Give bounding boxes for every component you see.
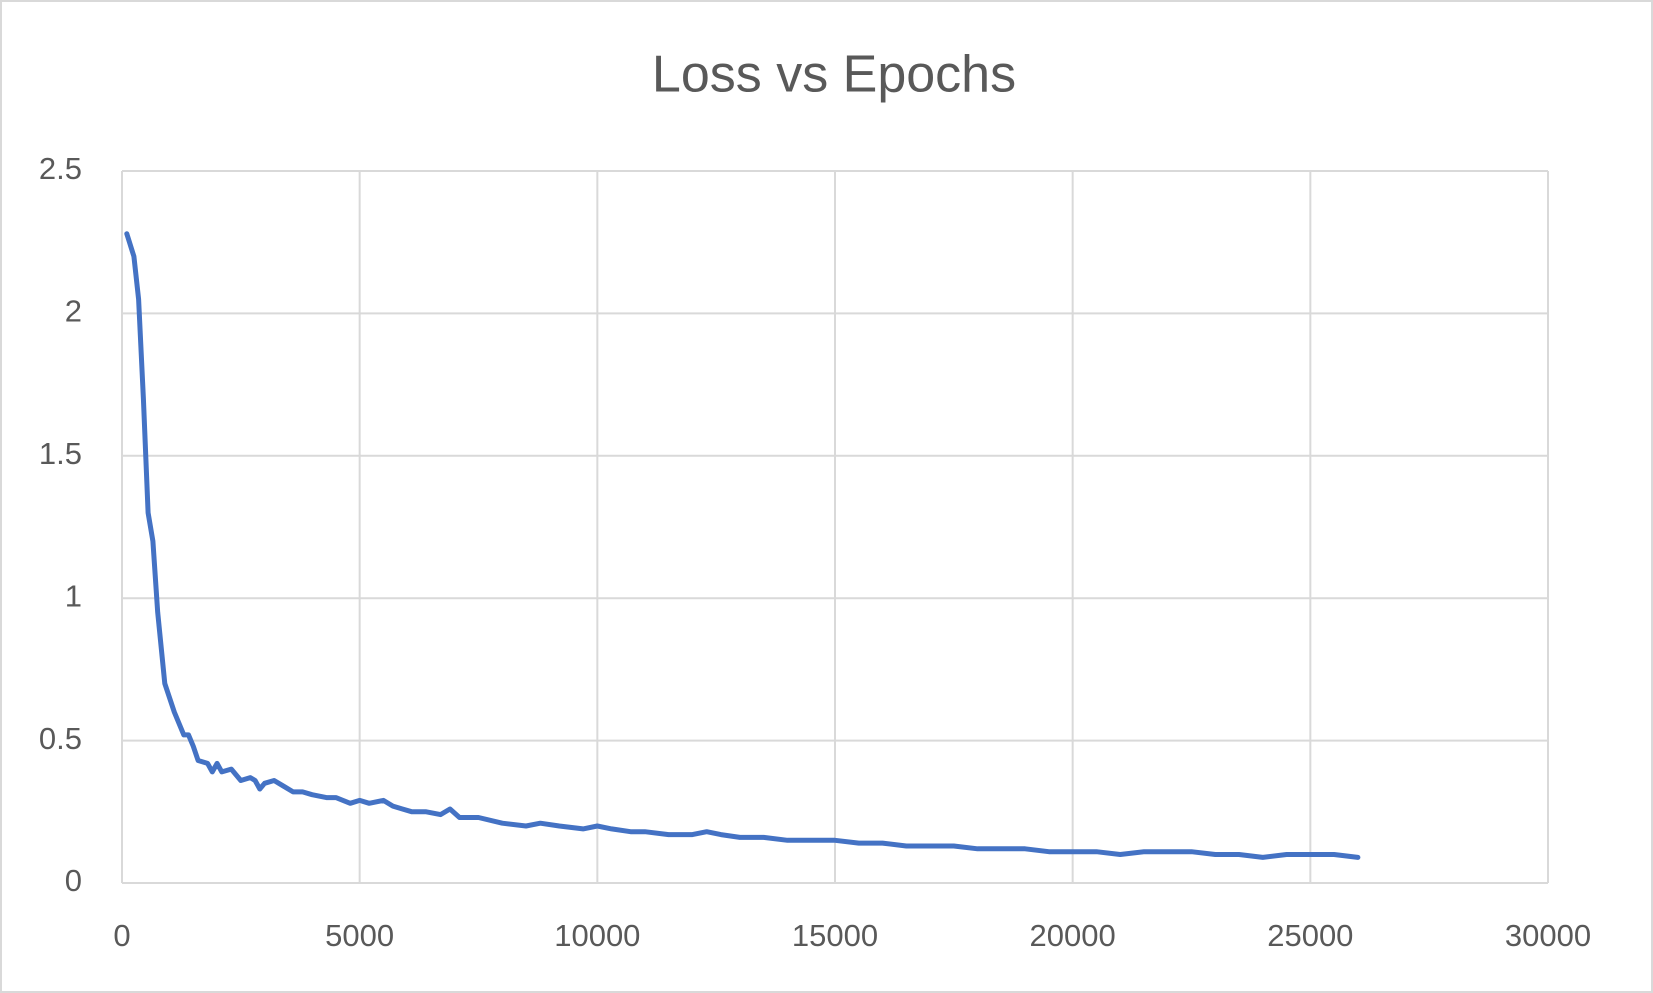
x-tick-label: 5000 — [325, 918, 394, 953]
y-tick-label: 0 — [65, 863, 82, 898]
x-tick-label: 0 — [113, 918, 130, 953]
x-tick-label: 10000 — [554, 918, 640, 953]
y-tick-label: 0.5 — [39, 721, 82, 756]
chart-title: Loss vs Epochs — [652, 46, 1016, 104]
x-tick-label: 20000 — [1030, 918, 1116, 953]
y-tick-label: 2 — [65, 294, 82, 329]
y-tick-label: 1.5 — [39, 436, 82, 471]
y-tick-label: 1 — [65, 578, 82, 613]
x-tick-label: 25000 — [1267, 918, 1353, 953]
y-tick-label: 2.5 — [39, 151, 82, 186]
x-tick-label: 30000 — [1505, 918, 1591, 953]
data-line — [124, 231, 1361, 860]
x-tick-label: 15000 — [792, 918, 878, 953]
